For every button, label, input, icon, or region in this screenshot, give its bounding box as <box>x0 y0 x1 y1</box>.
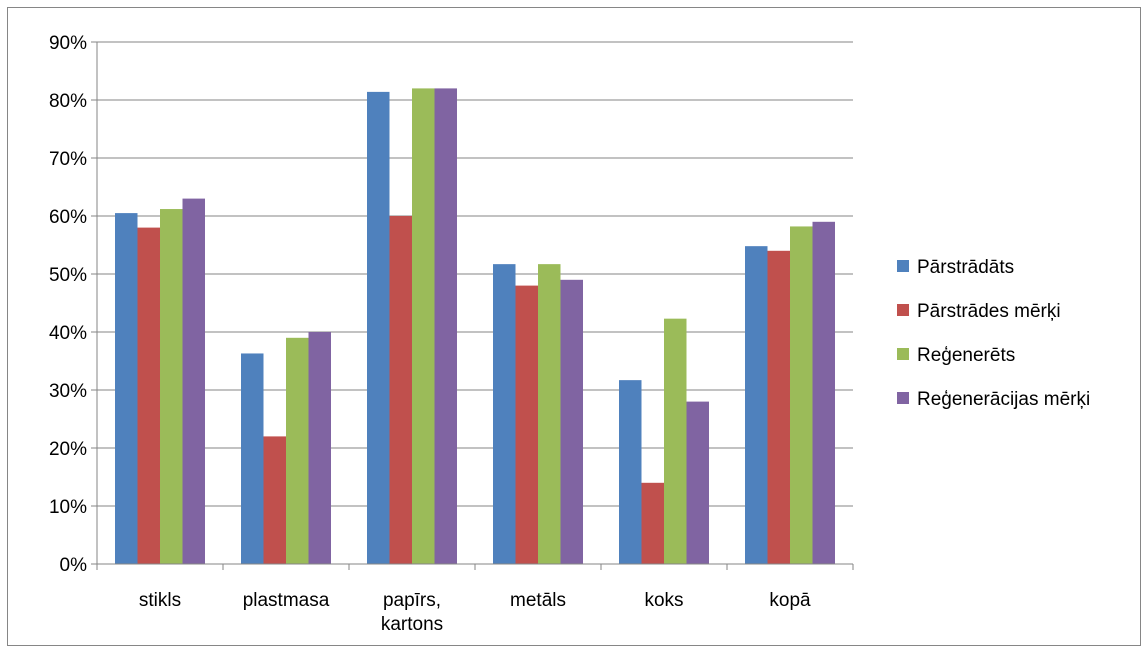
x-tick-label: koks <box>644 590 683 611</box>
legend-swatch <box>897 304 909 316</box>
bar <box>515 285 538 564</box>
y-tick-label: 90% <box>49 33 87 54</box>
legend: Pārstrādāts Pārstrādes mērķi Reģenerēts Reģ… <box>897 257 1090 410</box>
y-tick-label: 0% <box>60 555 88 576</box>
bar <box>160 209 183 565</box>
axes <box>91 41 854 570</box>
bar <box>115 213 138 564</box>
bar <box>286 337 309 564</box>
y-tick-label: 70% <box>49 149 87 170</box>
x-tick-label: papīrs, <box>383 590 441 611</box>
x-tick-label: plastmasa <box>243 590 330 611</box>
bar <box>538 264 561 564</box>
y-axis-tick-labels: 0% 10% 20% 30% 40% 50% 60% 70% 80% 90% <box>49 33 87 576</box>
y-tick-label: 50% <box>49 265 87 286</box>
x-tick-label: stikls <box>139 590 181 611</box>
bar <box>182 198 205 564</box>
bar <box>263 436 286 564</box>
bar <box>686 401 709 564</box>
bar <box>308 332 331 564</box>
x-axis-tick-labels: stikls plastmasa papīrs, kartons metāls koks k… <box>139 590 811 635</box>
bar <box>493 264 516 564</box>
x-tick-label: kopā <box>769 590 811 611</box>
bar <box>767 250 790 565</box>
y-tick-label: 80% <box>49 91 87 112</box>
bar <box>560 279 583 564</box>
bar <box>367 91 390 564</box>
x-tick-label: kartons <box>381 614 443 635</box>
legend-swatch <box>897 392 909 404</box>
x-tick-label: metāls <box>510 590 566 611</box>
legend-label: Reģenerēts <box>917 345 1015 366</box>
bar <box>664 318 687 564</box>
y-tick-label: 20% <box>49 439 87 460</box>
legend-label: Pārstrādes mērķi <box>917 301 1061 322</box>
bar <box>434 88 457 565</box>
bar <box>812 221 835 565</box>
bar <box>641 482 664 564</box>
gridlines <box>97 41 853 507</box>
y-tick-label: 30% <box>49 381 87 402</box>
bar <box>790 226 813 564</box>
legend-swatch <box>897 348 909 360</box>
legend-label: Reģenerācijas mērķi <box>917 389 1090 410</box>
y-tick-label: 10% <box>49 497 87 518</box>
bar <box>412 88 435 565</box>
y-tick-label: 60% <box>49 207 87 228</box>
bars <box>115 88 835 565</box>
bar <box>137 227 160 564</box>
bar <box>241 353 264 564</box>
bar <box>619 380 642 564</box>
legend-label: Pārstrādāts <box>917 257 1014 278</box>
bar <box>389 216 412 564</box>
bar <box>745 246 768 564</box>
legend-swatch <box>897 260 909 272</box>
y-tick-label: 40% <box>49 323 87 344</box>
